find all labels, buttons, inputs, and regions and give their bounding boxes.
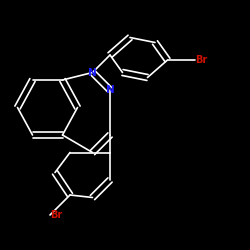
Text: Br: Br (50, 210, 62, 220)
Text: Br: Br (195, 55, 207, 65)
Text: N: N (106, 85, 114, 95)
Text: N: N (88, 68, 97, 78)
